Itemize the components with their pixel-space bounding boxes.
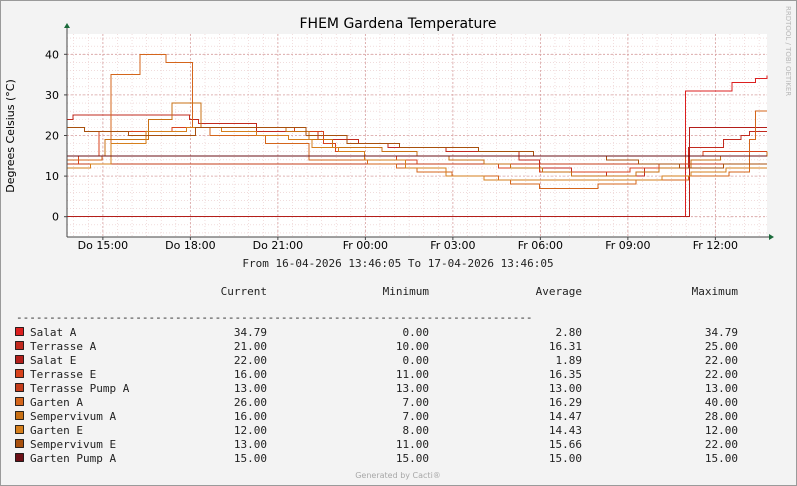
legend-value: 15.00 [396,452,429,465]
legend-value: 14.43 [549,424,582,437]
x-tick-label: Do 18:00 [165,239,215,252]
y-axis-label: Degrees Celsius (°C) [4,79,17,193]
y-tick-label: 0 [52,211,59,224]
legend-name: Sempervivum A [30,410,116,423]
legend-value: 0.00 [403,326,430,339]
legend-swatch [15,369,24,378]
legend-swatch [15,397,24,406]
legend-value: 7.00 [403,396,430,409]
legend-name: Garten A [30,396,83,409]
y-tick-label: 20 [45,130,59,143]
x-tick-label: Fr 09:00 [605,239,650,252]
legend-value: 1.89 [556,354,583,367]
time-range-text: From 16-04-2026 13:46:05 To 17-04-2026 1… [242,257,553,270]
legend-swatch [15,411,24,420]
legend-value: 2.80 [556,326,583,339]
legend-value: 11.00 [396,368,429,381]
y-tick-labels: 0 10 20 30 40 [45,48,59,223]
legend-swatch [15,355,24,364]
series-line-6 [67,102,768,177]
legend-value: 15.00 [234,452,267,465]
column-header: Current [221,285,267,298]
legend-value: 28.00 [705,410,738,423]
legend-value: 34.79 [705,326,738,339]
rrdtool-watermark: RRDTOOL / TOBI OETIKER [784,6,792,96]
legend-value: 13.00 [705,382,738,395]
x-tick-label: Do 15:00 [78,239,128,252]
legend-table: Current Minimum Average Maximum ------------… [15,285,739,465]
legend-value: 15.00 [549,452,582,465]
legend-name: Sempervivum E [30,438,116,451]
legend-swatch [15,327,24,336]
legend-name: Salat A [30,326,77,339]
series-line-8 [67,126,767,169]
series-line-7 [67,126,767,181]
legend-name: Garten E [30,424,83,437]
chart-title: FHEM Gardena Temperature [300,16,497,32]
legend-value: 8.00 [403,424,430,437]
footer-text: Generated by Cacti® [355,471,441,480]
series-line-2 [67,126,767,218]
column-header: Average [536,285,582,298]
legend-name: Terrasse Pump A [30,382,130,395]
legend-value: 10.00 [396,340,429,353]
legend-value: 16.31 [549,340,582,353]
legend-value: 13.00 [234,438,267,451]
legend-value: 16.29 [549,396,582,409]
legend-value: 13.00 [234,382,267,395]
legend-name: Terrasse A [30,340,97,353]
legend-value: 13.00 [396,382,429,395]
legend-value: 26.00 [234,396,267,409]
legend-value: 25.00 [705,340,738,353]
series-line-5 [67,53,767,189]
x-tick-labels: Do 15:00 Do 18:00 Do 21:00 Fr 00:00 Fr 03:00… [78,239,738,252]
axes [64,23,774,240]
legend-name: Terrasse E [30,368,96,381]
legend-value: 22.00 [234,354,267,367]
legend-value: 11.00 [396,438,429,451]
x-tick-label: Do 21:00 [253,239,303,252]
y-tick-label: 40 [45,48,59,61]
legend-swatch [15,383,24,392]
legend-value: 21.00 [234,340,267,353]
legend-value: 12.00 [705,424,738,437]
legend-swatch [15,453,24,462]
y-tick-label: 30 [45,89,59,102]
legend-value: 34.79 [234,326,267,339]
legend-value: 0.00 [403,354,430,367]
legend-value: 12.00 [234,424,267,437]
separator-line: ----------------------------------------… [16,311,533,324]
x-tick-label: Fr 06:00 [518,239,563,252]
legend-value: 14.47 [549,410,582,423]
x-tick-label: Fr 03:00 [430,239,475,252]
legend-value: 7.00 [403,410,430,423]
legend-value: 15.66 [549,438,582,451]
legend-value: 16.00 [234,368,267,381]
column-header: Maximum [692,285,739,298]
legend-name: Salat E [30,354,76,367]
legend-value: 13.00 [549,382,582,395]
legend-value: 40.00 [705,396,738,409]
y-axis-arrow [64,23,70,28]
legend-value: 22.00 [705,354,738,367]
legend-value: 16.35 [549,368,582,381]
legend-swatch [15,425,24,434]
legend-swatch [15,439,24,448]
plot-lines [67,53,768,218]
y-tick-label: 10 [45,170,59,183]
legend-value: 16.00 [234,410,267,423]
legend-value: 22.00 [705,438,738,451]
legend-swatch [15,341,24,350]
column-header: Minimum [383,285,430,298]
legend-value: 22.00 [705,368,738,381]
x-axis-arrow [769,234,774,240]
x-tick-label: Fr 12:00 [693,239,738,252]
x-tick-label: Fr 00:00 [343,239,388,252]
legend-name: Garten Pump A [30,452,116,465]
legend-value: 15.00 [705,452,738,465]
